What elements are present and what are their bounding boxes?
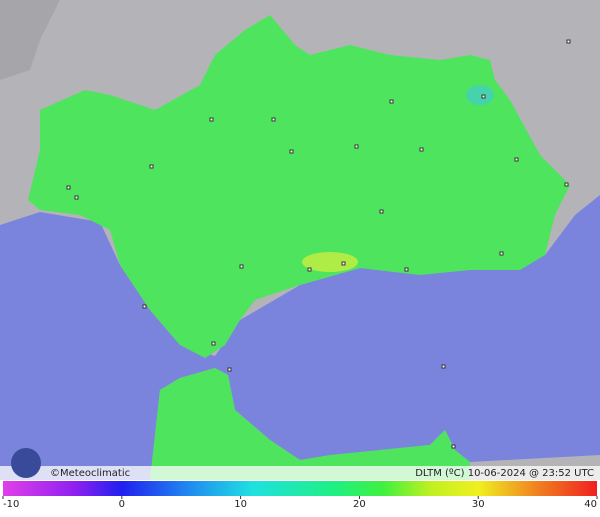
- tick-label: 40: [584, 499, 597, 510]
- tick-label: 20: [353, 499, 366, 510]
- andalusia: [28, 15, 570, 358]
- sea: [0, 195, 600, 480]
- colorbar: [3, 481, 597, 496]
- caption: DLTM (ºC) 10-06-2024 @ 23:52 UTC: [415, 468, 594, 479]
- colorbar-ticks: -10 0 10 20 30 40: [2, 496, 598, 510]
- cool-spot: [466, 85, 494, 105]
- caption-strip: [0, 466, 600, 480]
- tick-label: 0: [119, 499, 125, 510]
- tick-label: 30: [472, 499, 485, 510]
- morocco: [150, 368, 470, 480]
- credit: ©Meteoclimatic: [50, 468, 130, 479]
- warm-spot: [302, 252, 358, 272]
- portugal: [0, 0, 60, 80]
- tick-label: -10: [3, 499, 19, 510]
- logo: [11, 448, 41, 478]
- stations: [66, 39, 571, 449]
- map-area: [0, 0, 600, 480]
- tick-label: 10: [234, 499, 247, 510]
